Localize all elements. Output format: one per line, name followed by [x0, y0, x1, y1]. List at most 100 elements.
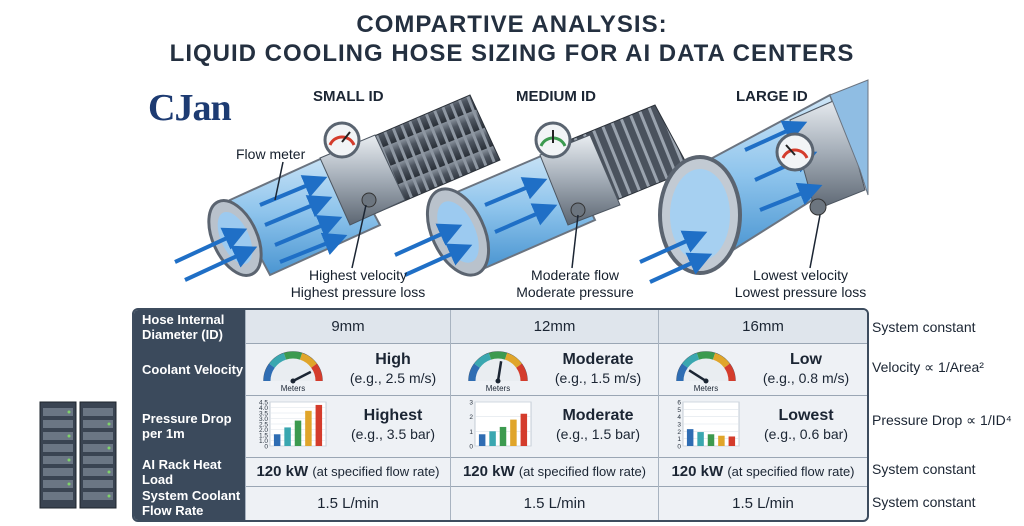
heat-kw-small: 120 kW [256, 463, 309, 480]
velocity-level-medium: Moderate [562, 351, 634, 368]
pressure-example-medium: (e.g., 1.5 bar) [555, 426, 641, 442]
page-title-line1: COMPARTIVE ANALYSIS: [356, 11, 668, 38]
small-callout-line2: Highest pressure loss [290, 284, 426, 300]
table-row-heat-load: AI Rack Heat Load 120 kW (at specified f… [134, 457, 867, 487]
chart-tick-label: 3 [677, 422, 681, 429]
pressure-example-small: (e.g., 3.5 bar) [350, 426, 436, 442]
chart-bar [294, 420, 302, 446]
medium-callout-line2: Moderate pressure [516, 284, 634, 300]
gauge-segment [299, 352, 317, 368]
chart-bar [284, 427, 291, 446]
heat-note-large: (at specified flow rate) [727, 464, 855, 479]
velocity-level-large: Low [790, 351, 822, 368]
cell-small-id: 9mm [245, 310, 450, 343]
small-hose-illustration [174, 94, 501, 282]
chart-bar [707, 434, 715, 446]
cell-flow-medium: 1.5 L/min [450, 486, 658, 520]
hose-illustrations [174, 79, 869, 284]
velocity-gauge-small: Meters [263, 351, 323, 393]
chart-bar [499, 426, 507, 446]
medium-hose-illustration [394, 104, 691, 277]
chart-tick-label: 2.5 [259, 422, 268, 429]
cell-heat-large: 120 kW (at specified flow rate) [658, 457, 867, 486]
chart-bar [520, 413, 528, 446]
chart-tick-label: 5 [677, 407, 681, 414]
gauge-label: Meters [694, 384, 718, 393]
note-pressure: Pressure Drop ∝ 1/ID⁴ [872, 412, 1012, 428]
gauge-needle [496, 361, 503, 382]
chart-tick-label: 2 [677, 429, 681, 436]
medium-callout-line1: Moderate flow [531, 267, 619, 283]
row-header-heat-load: AI Rack Heat Load [134, 457, 245, 487]
heat-kw-large: 120 kW [671, 463, 724, 480]
gauge-label: Meters [281, 384, 305, 393]
gauge-segment [311, 363, 323, 382]
table-row-hose-id: Hose Internal Diameter (ID) 9mm 12mm 16m… [134, 310, 867, 344]
cell-large-id: 16mm [658, 310, 867, 343]
server-rack-icon [39, 401, 117, 509]
cell-pressure-small: 4.5 4.0 3.5 3.0 2.5 2.0 1.5 1.0 0 Highest (e.g.,… [245, 395, 450, 457]
chart-bar [305, 410, 312, 446]
row-header-velocity: Coolant Velocity [134, 343, 245, 395]
note-flow-rate: System constant [872, 494, 976, 510]
chart-bar [728, 436, 736, 446]
small-callout-line1: Highest velocity [308, 267, 408, 283]
chart-tick-label: 0 [677, 444, 681, 451]
small-id-label: SMALL ID [313, 88, 384, 105]
large-callout-line2: Lowest pressure loss [734, 284, 867, 300]
large-callout-line1: Lowest velocity [753, 267, 848, 283]
chart-bar [478, 434, 486, 446]
chart-tick-label: 1.0 [259, 438, 268, 445]
large-id-label: LARGE ID [736, 88, 808, 105]
row-header-flow-rate: System Coolant Flow Rate [134, 486, 245, 520]
gauge-segment [696, 351, 716, 360]
cell-heat-medium: 120 kW (at specified flow rate) [450, 457, 658, 486]
note-hose-id: System constant [872, 319, 976, 335]
velocity-gauge-medium: Meters [468, 351, 528, 393]
chart-bar [489, 431, 496, 446]
chart-bar [315, 404, 323, 446]
chart-bar [510, 419, 517, 446]
chart-tick-label: 4 [677, 414, 681, 421]
gauge-segment [269, 352, 287, 368]
page-title-line2: LIQUID COOLING HOSE SIZING FOR AI DATA C… [169, 40, 855, 67]
callout-lines [274, 161, 821, 269]
gauge-segment [712, 352, 730, 368]
gauge-segment [516, 363, 528, 382]
large-hose-callout: Lowest velocity Lowest pressure loss [728, 267, 873, 301]
gauge-needle [688, 369, 707, 383]
heat-kw-medium: 120 kW [462, 463, 515, 480]
pressure-chart-medium: 3 2 1 0 [469, 400, 532, 450]
small-hose-callout: Highest velocity Highest pressure loss [278, 267, 438, 301]
gauge-segment [724, 363, 736, 382]
gauge-segment [504, 352, 522, 368]
pressure-chart-small: 4.54.03.53.02.52.01.51.00 [259, 400, 327, 451]
pressure-example-large: (e.g., 0.6 bar) [763, 426, 849, 442]
table-row-pressure: Pressure Drop per 1m 4.5 4.0 3.5 3.0 2.5 2.0 1… [134, 395, 867, 458]
velocity-example-medium: (e.g., 1.5 m/s) [554, 370, 642, 386]
table-row-flow-rate: System Coolant Flow Rate 1.5 L/min 1.5 L… [134, 486, 867, 520]
chart-bar [718, 435, 725, 446]
chart-bar [697, 432, 704, 446]
gauge-needle [292, 370, 312, 383]
row-header-pressure: Pressure Drop per 1m [134, 395, 245, 457]
gauge-segment [283, 351, 303, 360]
chart-tick-label: 3 [469, 400, 473, 407]
medium-id-label: MEDIUM ID [516, 88, 596, 105]
chart-bar [686, 429, 694, 446]
pressure-level-large: Lowest [778, 407, 834, 424]
gauge-segment [682, 352, 700, 368]
chart-tick-label: 4.0 [259, 405, 268, 412]
gauge-segment [676, 363, 688, 382]
cell-medium-id: 12mm [450, 310, 658, 343]
chart-tick-label: 1 [677, 436, 681, 443]
heat-note-small: (at specified flow rate) [312, 464, 440, 479]
cell-velocity-medium: Meters Moderate (e.g., 1.5 m/s) [450, 343, 658, 395]
gauge-segment [474, 352, 492, 368]
chart-tick-label: 0 [264, 444, 268, 451]
pressure-level-small: Highest [363, 407, 423, 424]
cell-velocity-small: Meters High (e.g., 2.5 m/s) [245, 343, 450, 395]
velocity-example-large: (e.g., 0.8 m/s) [762, 370, 850, 386]
